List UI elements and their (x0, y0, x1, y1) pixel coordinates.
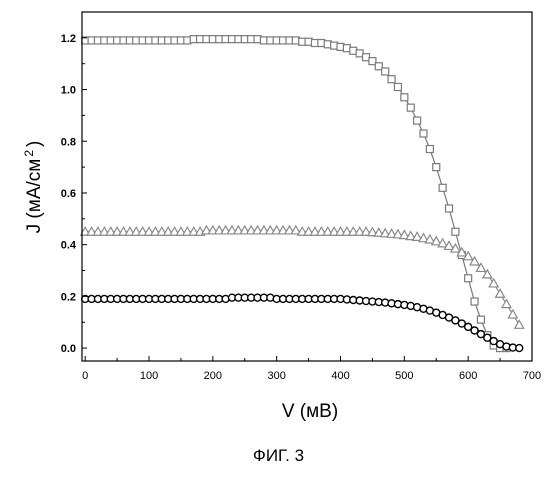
x-tick-label: 600 (459, 370, 477, 382)
data-point-square (401, 94, 408, 101)
data-point-square (382, 68, 389, 75)
data-point-square (407, 104, 414, 111)
x-axis-title: V (мВ) (282, 401, 338, 422)
y-tick-label: 0.8 (61, 136, 76, 148)
y-tick-label: 0.4 (61, 240, 77, 252)
x-axis-ticks: 0 100 200 300 400 500 600 700 (82, 356, 541, 382)
data-point-square (439, 184, 446, 191)
chart: 0 100 200 300 400 500 600 700 0.0 0.2 0.4 0.6 0.8 1.… (0, 0, 557, 440)
data-point-square (477, 316, 484, 323)
x-tick-label: 300 (268, 370, 286, 382)
y-axis-ticks: 0.0 0.2 0.4 0.6 0.8 1.0 1.2 (61, 12, 87, 355)
data-point-square (420, 130, 427, 137)
x-tick-label: 400 (331, 370, 349, 382)
data-point-square (433, 164, 440, 171)
data-point-triangle (502, 300, 511, 308)
x-tick-label: 500 (395, 370, 413, 382)
x-tick-label: 700 (523, 370, 541, 382)
y-tick-label: 0.0 (61, 343, 76, 355)
x-tick-label: 0 (82, 370, 88, 382)
y-axis-title-sup: 2 (22, 150, 36, 157)
data-point-square (465, 275, 472, 282)
data-point-square (414, 117, 421, 124)
x-tick-label: 200 (204, 370, 222, 382)
data-point-triangle (508, 310, 517, 318)
data-point-triangle (496, 289, 505, 297)
figure-caption: ФИГ. 3 (0, 446, 557, 466)
series-triangle (81, 226, 524, 328)
data-point-square (394, 83, 401, 90)
data-point-triangle (515, 320, 524, 328)
y-tick-label: 0.6 (61, 188, 76, 200)
y-axis-title: J (мА/см 2) (22, 141, 45, 234)
series-circle (82, 294, 523, 351)
y-tick-label: 1.2 (61, 33, 76, 45)
series-line (85, 230, 519, 324)
y-tick-label: 0.2 (61, 291, 76, 303)
y-axis-title-main: J (мА/см (24, 159, 45, 234)
plot-frame (82, 12, 532, 361)
data-point-square (452, 228, 459, 235)
data-point-triangle (489, 279, 498, 287)
y-axis-title-close: ) (24, 141, 45, 147)
y-tick-label: 1.0 (61, 85, 76, 97)
x-tick-label: 100 (140, 370, 158, 382)
plot-marks (81, 36, 524, 352)
data-point-circle (516, 345, 523, 352)
data-point-square (426, 146, 433, 153)
data-point-square (446, 205, 453, 212)
data-point-square (388, 76, 395, 83)
data-point-square (471, 298, 478, 305)
series-square (82, 36, 510, 352)
